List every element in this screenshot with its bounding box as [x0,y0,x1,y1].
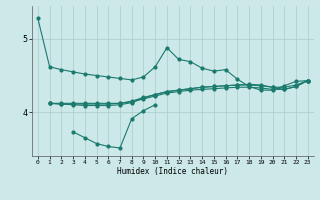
X-axis label: Humidex (Indice chaleur): Humidex (Indice chaleur) [117,167,228,176]
